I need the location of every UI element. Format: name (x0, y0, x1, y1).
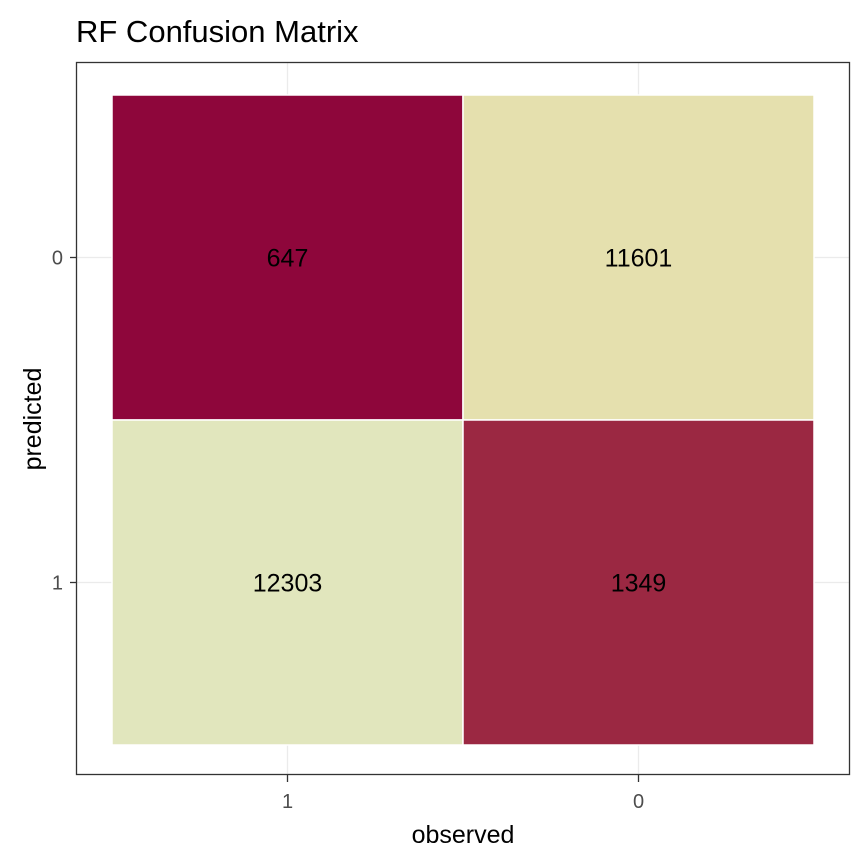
cell-value-labels: 647 11601 12303 1349 (253, 245, 673, 598)
x-axis-title: observed (412, 821, 515, 849)
cell-value-label: 1349 (611, 570, 667, 598)
x-tick-label: 1 (282, 791, 293, 813)
cell-value-label: 647 (267, 245, 309, 273)
y-tick-label: 1 (52, 573, 63, 595)
cell-value-label: 12303 (253, 570, 323, 598)
heatmap-cell (462, 419, 815, 746)
heatmap-cells (111, 94, 815, 746)
heatmap-cell (111, 94, 464, 421)
cell-value-label: 11601 (605, 245, 673, 273)
panel-border (75, 61, 851, 776)
x-tick-label: 0 (633, 791, 644, 813)
y-axis-ticks: 01 (52, 248, 77, 595)
y-tick-label: 0 (52, 248, 63, 270)
heatmap-cell (111, 419, 464, 746)
chart-title: RF Confusion Matrix (76, 14, 359, 49)
y-axis-title: predicted (19, 368, 47, 471)
